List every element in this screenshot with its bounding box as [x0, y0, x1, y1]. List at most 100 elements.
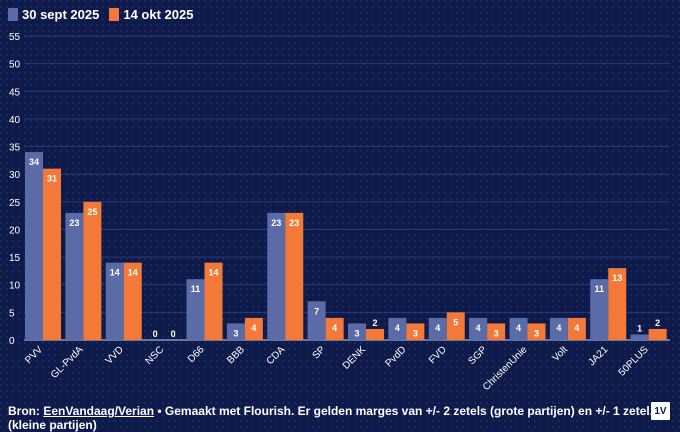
legend-label-series-b: 14 okt 2025 — [123, 7, 194, 22]
data-label-volt-series-1: 4 — [556, 323, 561, 333]
data-label-cda-series-2: 23 — [289, 218, 299, 228]
source-prefix: Bron: — [8, 404, 44, 418]
bar-gl-pvda-series-1 — [65, 212, 84, 340]
data-label-sp-series-2: 4 — [332, 323, 337, 333]
data-label-50plus-series-1: 1 — [637, 323, 642, 333]
bar-50plus-series-1 — [630, 334, 649, 340]
data-label-cda-series-1: 23 — [271, 218, 281, 228]
data-label-fvd-series-1: 4 — [435, 323, 440, 333]
data-label-volt-series-2: 4 — [574, 323, 579, 333]
data-label-ja21-series-2: 13 — [612, 273, 622, 283]
data-label-denk-series-1: 3 — [354, 328, 359, 338]
y-tick-label-5: 5 — [9, 308, 15, 319]
x-tick-label-bbb: BBB — [225, 344, 247, 366]
bar-pvv-series-1 — [25, 152, 43, 340]
y-tick-label-15: 15 — [9, 253, 21, 264]
data-label-bbb-series-2: 4 — [251, 323, 256, 333]
data-label-sgp-series-2: 3 — [494, 328, 499, 338]
bar-pvdd-series-1 — [388, 317, 407, 340]
x-tick-label-pvdd: PvdD — [383, 344, 408, 369]
x-tick-label-pvv: PVV — [23, 344, 45, 366]
x-tick-label-gl-pvda: GL-PvdA — [49, 344, 86, 381]
y-tick-label-35: 35 — [9, 143, 21, 154]
bar-pvdd-series-2 — [406, 323, 425, 340]
bar-cda-series-2 — [285, 212, 304, 340]
x-tick-label-d66: D66 — [186, 344, 207, 365]
y-tick-label-50: 50 — [9, 60, 21, 71]
brand-logo: 1V — [651, 402, 670, 420]
x-tick-label-nsc: NSC — [144, 344, 167, 367]
bar-denk-series-1 — [348, 323, 366, 340]
x-tick-label-fvd: FVD — [427, 344, 449, 366]
chart-legend: 30 sept 2025 14 okt 2025 — [8, 7, 193, 22]
bar-denk-series-2 — [366, 328, 384, 340]
data-label-vvd-series-2: 14 — [128, 268, 138, 278]
legend-swatch-series-a — [8, 8, 18, 21]
data-label-d66-series-2: 14 — [208, 268, 218, 278]
bar-volt-series-2 — [567, 317, 586, 340]
bar-d66-series-1 — [186, 279, 205, 340]
source-link[interactable]: EenVandaag/Verian — [43, 404, 155, 418]
bar-d66-series-2 — [204, 262, 223, 340]
y-tick-label-40: 40 — [9, 115, 21, 126]
data-label-sgp-series-1: 4 — [476, 323, 481, 333]
data-label-gl-pvda-series-2: 25 — [87, 207, 97, 217]
bar-sgp-series-2 — [487, 323, 506, 340]
data-label-pvv-series-2: 31 — [47, 174, 57, 184]
bar-gl-pvda-series-2 — [83, 201, 102, 340]
bar-sgp-series-1 — [469, 317, 488, 340]
data-label-nsc-series-2: 0 — [171, 329, 176, 339]
data-label-pvdd-series-1: 4 — [395, 323, 400, 333]
x-tick-label-denk: DENK — [341, 344, 369, 372]
bar-fvd-series-1 — [428, 317, 447, 340]
bar-50plus-series-2 — [648, 328, 667, 340]
data-label-pvdd-series-2: 3 — [413, 328, 418, 338]
legend-item-series-a[interactable]: 30 sept 2025 — [8, 7, 99, 22]
bar-vvd-series-2 — [123, 262, 142, 340]
legend-label-series-a: 30 sept 2025 — [22, 7, 100, 22]
data-label-denk-series-2: 2 — [372, 318, 377, 328]
y-tick-label-30: 30 — [9, 170, 21, 181]
data-label-christenunie-series-1: 4 — [516, 323, 521, 333]
bar-volt-series-1 — [549, 317, 568, 340]
bar-ja21-series-1 — [590, 279, 609, 340]
data-label-50plus-series-2: 2 — [655, 318, 660, 328]
bar-fvd-series-2 — [446, 312, 465, 340]
legend-swatch-series-b — [109, 8, 120, 21]
data-label-d66-series-1: 11 — [191, 284, 201, 294]
bar-cda-series-1 — [267, 212, 286, 340]
y-tick-label-10: 10 — [9, 281, 21, 292]
data-label-gl-pvda-series-1: 23 — [69, 218, 79, 228]
bar-bbb-series-1 — [226, 323, 245, 340]
data-label-bbb-series-1: 3 — [233, 328, 238, 338]
x-tick-label-sgp: SGP — [467, 344, 490, 367]
y-tick-label-45: 45 — [9, 87, 21, 98]
data-label-nsc-series-1: 0 — [153, 329, 158, 339]
source-suffix: • Gemaakt met Flourish. Er gelden marges… — [8, 404, 654, 432]
data-label-ja21-series-1: 11 — [594, 284, 604, 294]
bar-pvv-series-2 — [43, 168, 61, 340]
y-tick-label-55: 55 — [9, 32, 21, 43]
bar-sp-series-1 — [307, 301, 326, 340]
bar-sp-series-2 — [325, 317, 344, 340]
x-tick-label-volt: Volt — [550, 344, 570, 364]
x-tick-label-cda: CDA — [265, 344, 288, 367]
bar-christenunie-series-1 — [509, 317, 528, 340]
data-label-fvd-series-2: 5 — [453, 317, 458, 327]
x-tick-label-50plus: 50PLUS — [617, 344, 651, 378]
x-tick-label-sp: SP — [311, 344, 328, 361]
data-label-pvv-series-1: 34 — [29, 157, 39, 167]
data-label-vvd-series-1: 14 — [110, 268, 120, 278]
bar-ja21-series-2 — [608, 268, 627, 340]
y-tick-label-0: 0 — [9, 336, 15, 347]
source-note: Bron: EenVandaag/Verian • Gemaakt met Fl… — [8, 404, 680, 432]
y-tick-label-20: 20 — [9, 225, 21, 236]
data-label-christenunie-series-2: 3 — [534, 328, 539, 338]
bar-vvd-series-1 — [105, 262, 124, 340]
bar-bbb-series-2 — [244, 317, 263, 340]
x-tick-label-vvd: VVD — [104, 344, 126, 366]
legend-item-series-b[interactable]: 14 okt 2025 — [109, 7, 193, 22]
x-tick-label-ja21: JA21 — [586, 344, 610, 368]
bar-christenunie-series-2 — [527, 323, 546, 340]
y-tick-label-25: 25 — [9, 198, 21, 209]
